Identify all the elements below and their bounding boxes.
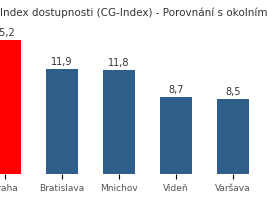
Text: 8,5: 8,5	[225, 87, 241, 97]
Text: Index dostupnosti (CG-Index) - Porovnání s okolními metropolemi: Index dostupnosti (CG-Index) - Porovnání…	[0, 8, 267, 19]
Text: 11,8: 11,8	[108, 58, 130, 68]
Bar	[0, 40, 21, 174]
Text: 11,9: 11,9	[51, 57, 73, 67]
Text: 15,2: 15,2	[0, 28, 16, 38]
Bar	[217, 99, 249, 174]
Bar	[46, 69, 78, 174]
Bar	[103, 70, 135, 174]
Bar	[160, 97, 192, 174]
Text: 8,7: 8,7	[168, 85, 184, 95]
